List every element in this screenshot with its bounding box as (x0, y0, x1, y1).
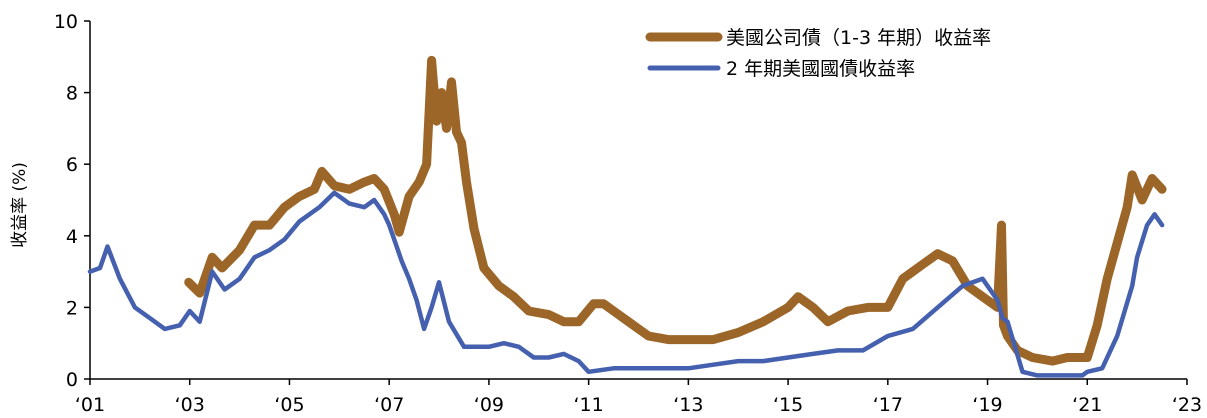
x-tick-label: ‘03 (175, 394, 205, 416)
x-tick-label: ‘23 (1172, 394, 1202, 416)
x-tick-label: ‘13 (673, 394, 703, 416)
y-tick-label: 2 (66, 297, 78, 319)
legend: 美國公司債（1-3 年期）收益率 2 年期美國國債收益率 (645, 27, 991, 80)
x-tick-label: ‘17 (873, 394, 903, 416)
legend-label-corporate: 美國公司債（1-3 年期）收益率 (726, 27, 991, 49)
x-tick-label: ‘15 (773, 394, 803, 416)
x-ticks: ‘01 ‘03 ‘05 ‘07 ‘09 ‘11 ‘13 ‘15 ‘17 ‘19 ‘21 ‘23 (75, 379, 1202, 416)
y-tick-label: 10 (54, 11, 78, 33)
x-tick-label: ‘07 (374, 394, 404, 416)
series-layer (87, 55, 1167, 378)
y-tick-label: 0 (66, 369, 78, 391)
y-axis-title: 收益率 (%) (10, 162, 30, 248)
legend-item-corporate: 美國公司債（1-3 年期）收益率 (645, 27, 991, 49)
y-ticks: 0 2 4 6 8 10 (54, 11, 90, 391)
series-line-corporate (184, 55, 1167, 366)
x-tick-label: ‘09 (474, 394, 504, 416)
plot-area: 0 2 4 6 8 10 ‘01 ‘03 ‘05 ‘07 ‘09 ‘11 ‘13 ‘15 ‘17 ‘19 ‘2… (54, 11, 1202, 416)
x-tick-label: ‘01 (75, 394, 105, 416)
x-tick-label: ‘19 (972, 394, 1002, 416)
y-tick-label: 8 (66, 83, 78, 105)
legend-item-treasury: 2 年期美國國債收益率 (647, 58, 915, 80)
series-line-treasury (87, 190, 1165, 378)
legend-label-treasury: 2 年期美國國債收益率 (726, 58, 915, 80)
x-tick-label: ‘11 (574, 394, 604, 416)
x-tick-label: ‘05 (274, 394, 304, 416)
y-tick-label: 4 (66, 226, 78, 248)
y-tick-label: 6 (66, 154, 78, 176)
x-tick-label: ‘21 (1072, 394, 1102, 416)
